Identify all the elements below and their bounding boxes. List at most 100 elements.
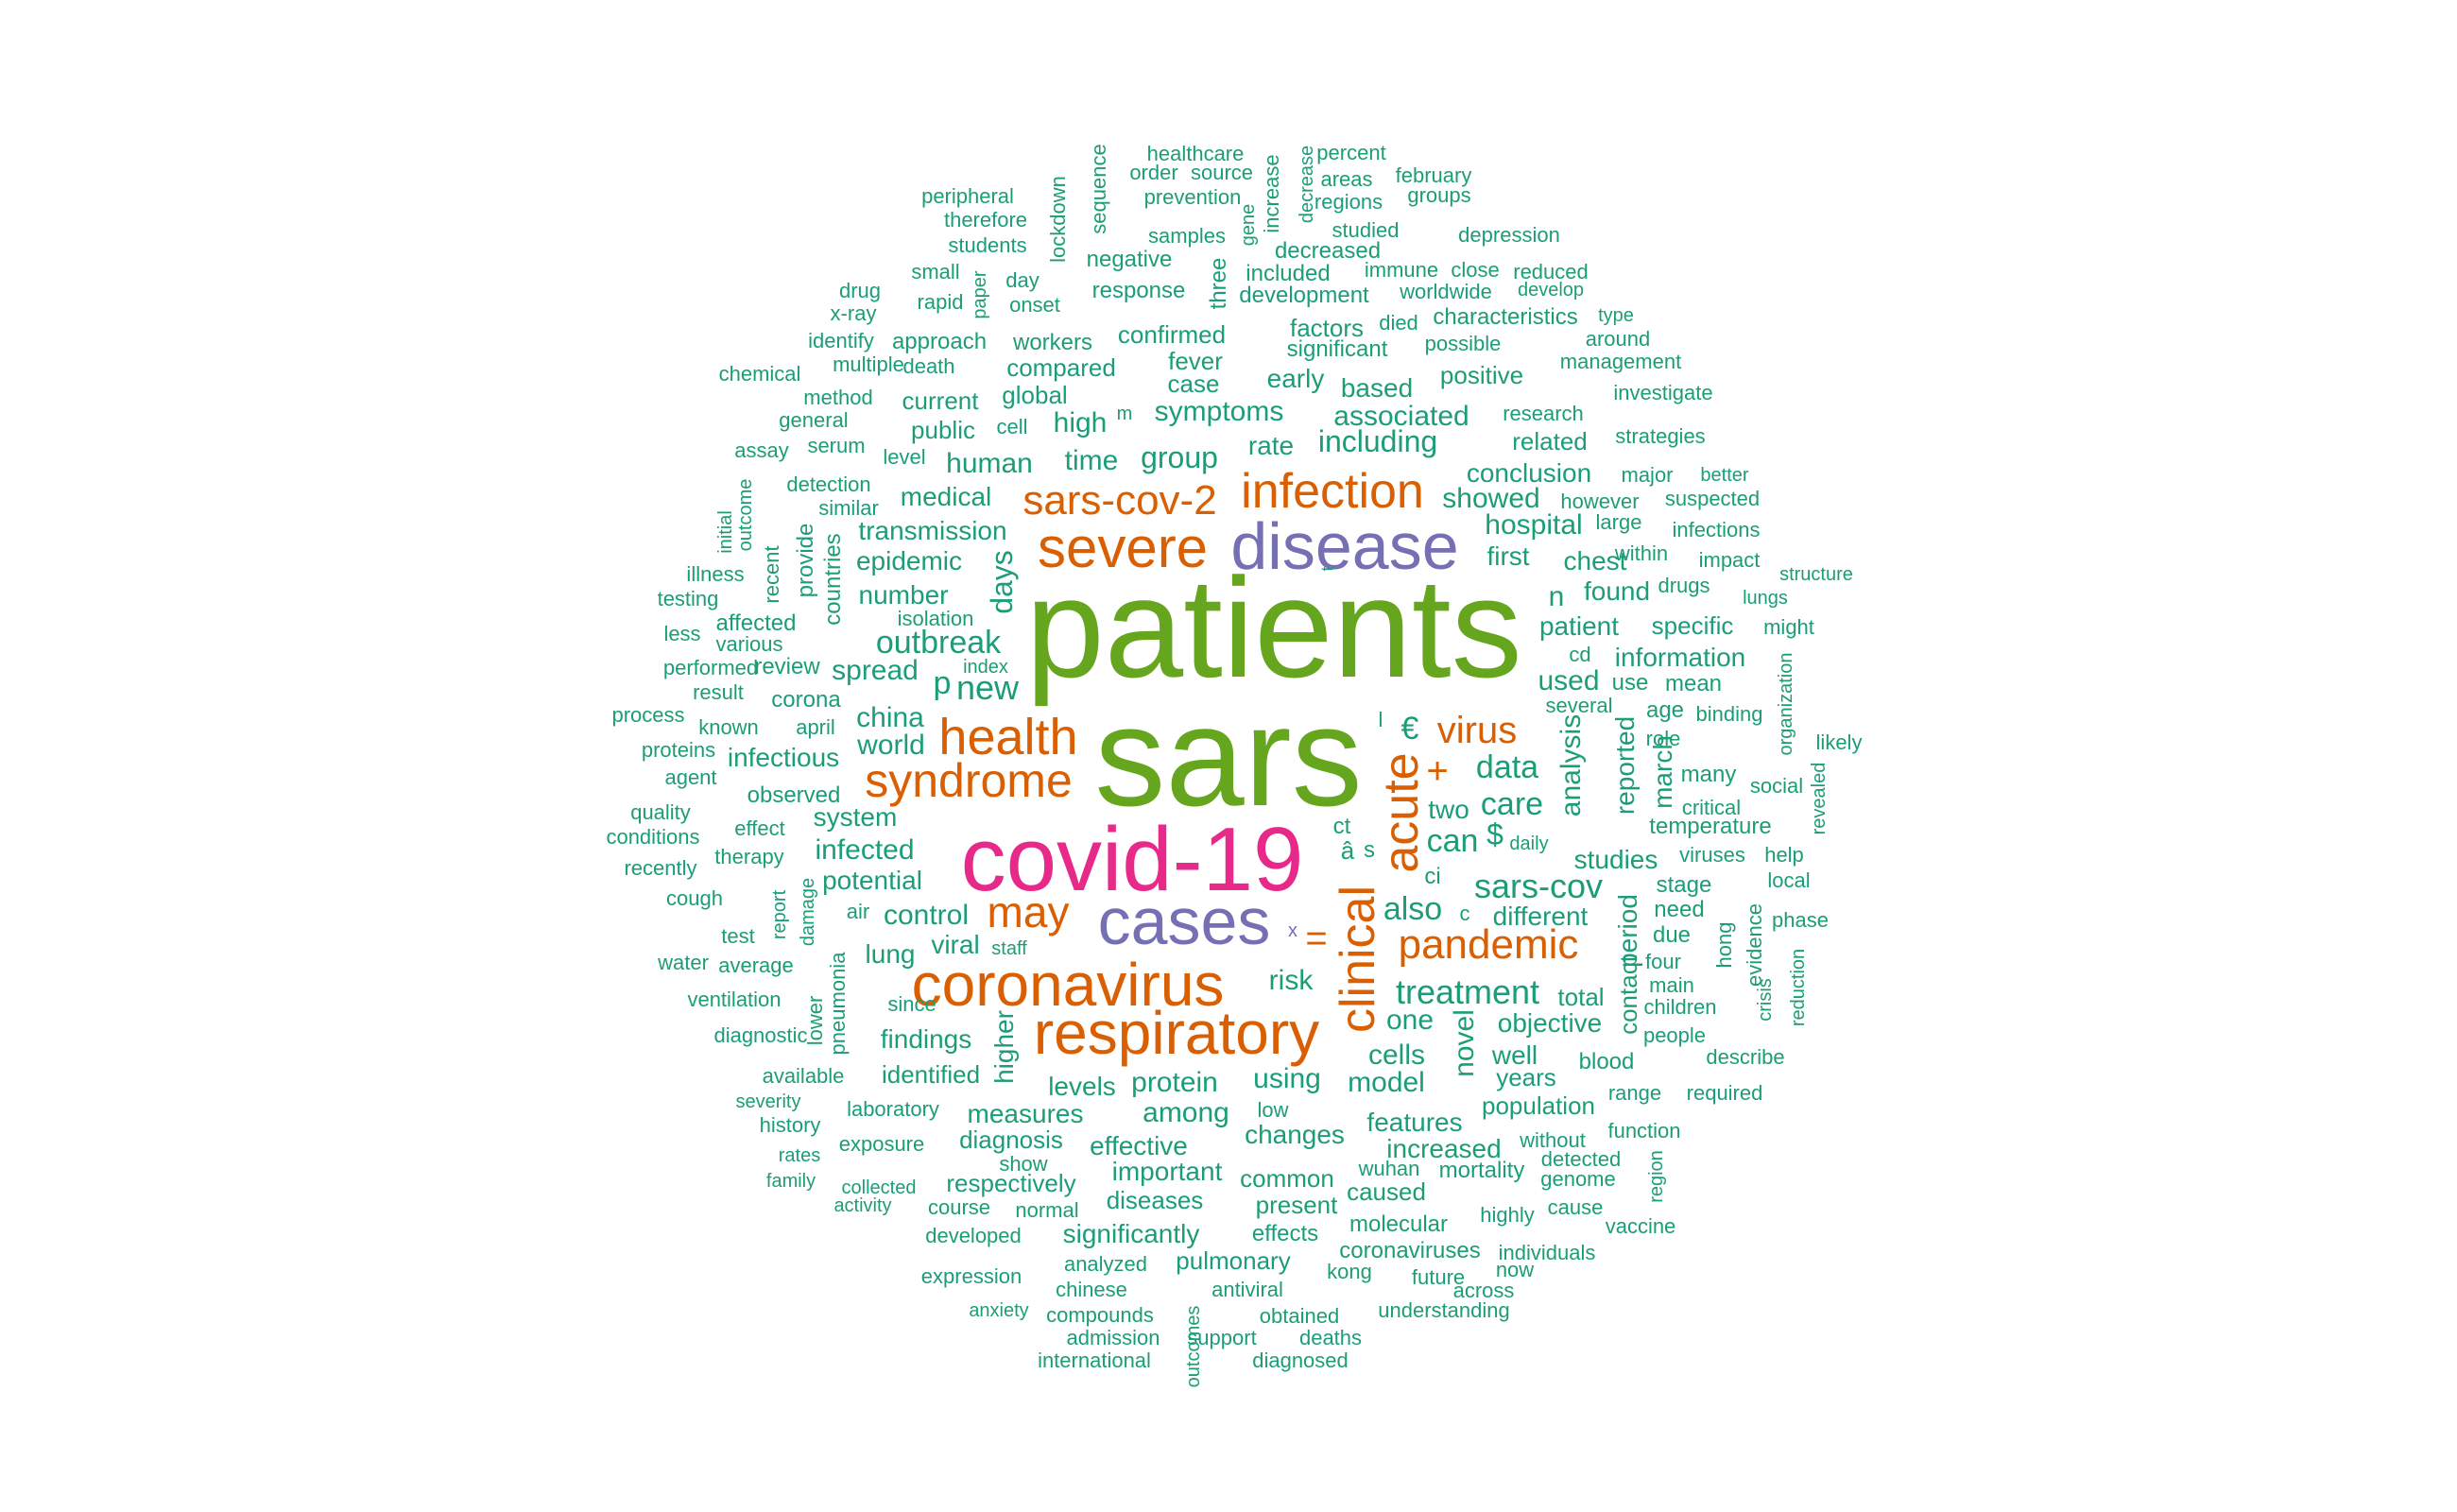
word: specific — [1651, 611, 1734, 640]
word: levels — [1048, 1072, 1116, 1101]
word: daily — [1509, 833, 1549, 854]
word: report — [769, 889, 790, 940]
word: function — [1607, 1119, 1681, 1143]
word: testing — [657, 587, 719, 610]
word: help — [1764, 843, 1804, 867]
word: years — [1496, 1063, 1556, 1091]
word: epidemic — [855, 546, 963, 576]
word: social — [1749, 774, 1804, 798]
word: anxiety — [969, 1300, 1029, 1321]
word: main — [1649, 973, 1694, 997]
word: detection — [786, 472, 871, 496]
word: analysis — [1555, 713, 1587, 817]
word: outbreak — [875, 625, 1002, 661]
word: x — [1288, 920, 1297, 941]
word: caused — [1347, 1177, 1426, 1206]
word: provide — [793, 523, 818, 598]
word: proteins — [641, 738, 716, 762]
word: without — [1520, 1128, 1586, 1152]
word: prevention — [1143, 185, 1242, 209]
word: number — [858, 580, 949, 610]
word: large — [1595, 510, 1642, 534]
word: fever — [1168, 347, 1223, 375]
word: air — [846, 900, 870, 923]
word: patient — [1538, 611, 1620, 641]
word: based — [1340, 373, 1414, 403]
word: kong — [1327, 1260, 1372, 1283]
word: compounds — [1046, 1303, 1154, 1327]
word: analyzed — [1063, 1252, 1148, 1276]
word: negative — [1086, 247, 1173, 272]
word: changes — [1245, 1120, 1345, 1149]
word: region — [1646, 1150, 1667, 1203]
word: associated — [1333, 401, 1469, 432]
word: type — [1598, 305, 1634, 326]
word: better — [1700, 465, 1749, 486]
word: staff — [991, 938, 1027, 959]
word: t — [1318, 566, 1337, 572]
word: cause — [1547, 1195, 1604, 1219]
word: show — [999, 1152, 1048, 1176]
word: small — [911, 260, 960, 284]
word: index — [963, 657, 1008, 678]
word: positive — [1439, 361, 1524, 389]
word: result — [693, 680, 744, 704]
word: use — [1611, 670, 1649, 696]
word: temperature — [1649, 814, 1772, 839]
word: less — [663, 622, 701, 645]
word: severity — [735, 1091, 801, 1112]
word: studies — [1573, 845, 1658, 874]
word: level — [883, 445, 926, 469]
word: antiviral — [1211, 1278, 1283, 1301]
word: countries — [820, 533, 846, 626]
word: high — [1053, 407, 1108, 438]
word: across — [1452, 1279, 1515, 1302]
word: admission — [1066, 1326, 1160, 1349]
word: management — [1559, 350, 1682, 373]
word: children — [1643, 995, 1717, 1019]
word: worldwide — [1400, 280, 1492, 303]
word: significant — [1286, 336, 1388, 362]
word: decreased — [1274, 238, 1382, 264]
word: quality — [630, 800, 691, 824]
word: general — [779, 408, 849, 432]
word: viral — [931, 930, 980, 959]
word: severe — [1037, 516, 1209, 579]
word: x-ray — [830, 301, 877, 325]
word: need — [1654, 897, 1705, 922]
word: death — [902, 354, 955, 378]
word: among — [1143, 1097, 1229, 1128]
word: found — [1583, 576, 1651, 606]
word: early — [1266, 364, 1325, 393]
word: treatment — [1395, 972, 1540, 1011]
word: rapid — [917, 290, 964, 314]
word: effect — [734, 816, 785, 840]
word: measures — [967, 1099, 1084, 1128]
word: â — [1340, 836, 1355, 865]
word: pulmonary — [1176, 1246, 1291, 1275]
word: normal — [1015, 1198, 1079, 1222]
word: may — [987, 887, 1070, 936]
word: chest — [1563, 546, 1627, 576]
word: effects — [1251, 1221, 1319, 1246]
word: regions — [1314, 190, 1383, 214]
word: higher — [989, 1010, 1019, 1084]
word: = — [1305, 918, 1328, 959]
word: showed — [1442, 483, 1540, 514]
word: around — [1585, 327, 1651, 351]
word: pneumonia — [826, 952, 850, 1056]
word: health — [938, 709, 1078, 765]
word: course — [927, 1195, 991, 1219]
word: hong — [1712, 921, 1736, 969]
word: various — [715, 632, 783, 656]
word: acute — [1374, 752, 1429, 873]
word: present — [1255, 1191, 1338, 1219]
word: family — [765, 1171, 816, 1192]
word: p — [933, 665, 952, 701]
word: ventilation — [687, 988, 782, 1011]
word: sars-cov-2 — [1022, 477, 1217, 524]
word: major — [1621, 463, 1674, 487]
word: spread — [832, 655, 919, 686]
word: highly — [1480, 1203, 1535, 1227]
word: € — [1400, 711, 1419, 747]
